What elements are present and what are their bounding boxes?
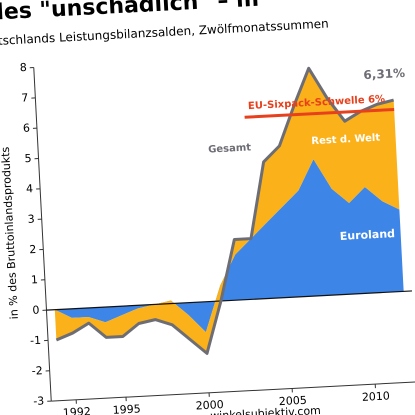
y-tick-label: -3 [33, 394, 45, 408]
label-euroland: Euroland [339, 227, 395, 243]
y-tick-label: -2 [31, 364, 43, 378]
y-tick-label: -1 [30, 334, 42, 348]
y-tick-label: 3 [27, 213, 35, 226]
source: winkelsubjektiv.com [210, 404, 321, 415]
label-gesamt: Gesamt [208, 142, 252, 155]
y-tick-label: 7 [21, 91, 29, 104]
threshold-line [244, 107, 395, 119]
x-tick-label: 2010 [362, 389, 391, 403]
y-axis [33, 67, 52, 402]
y-tick-label: 0 [32, 303, 40, 316]
area-euroland [54, 159, 404, 333]
y-tick-label: 2 [29, 243, 37, 256]
x-axis [51, 381, 415, 402]
value-label: 6,31% [363, 66, 405, 82]
y-tick-label: 1 [31, 273, 39, 286]
y-tick-label: 4 [26, 182, 34, 195]
x-tick-label: 2000 [195, 398, 224, 412]
zero-line [46, 290, 413, 311]
x-tick-label: 1995 [112, 402, 141, 415]
label-rest: Rest d. Welt [311, 133, 380, 148]
y-tick-label: 8 [19, 61, 27, 74]
y-axis-label: in % des Bruttoinlandsprodukts [0, 146, 21, 319]
x-tick-label: 1992 [62, 405, 91, 415]
area-rest [54, 68, 400, 354]
y-tick-label: 6 [23, 122, 31, 135]
line-gesamt [55, 66, 395, 355]
y-tick-label: 5 [24, 152, 32, 165]
x-tick-label: 2005 [278, 394, 307, 408]
